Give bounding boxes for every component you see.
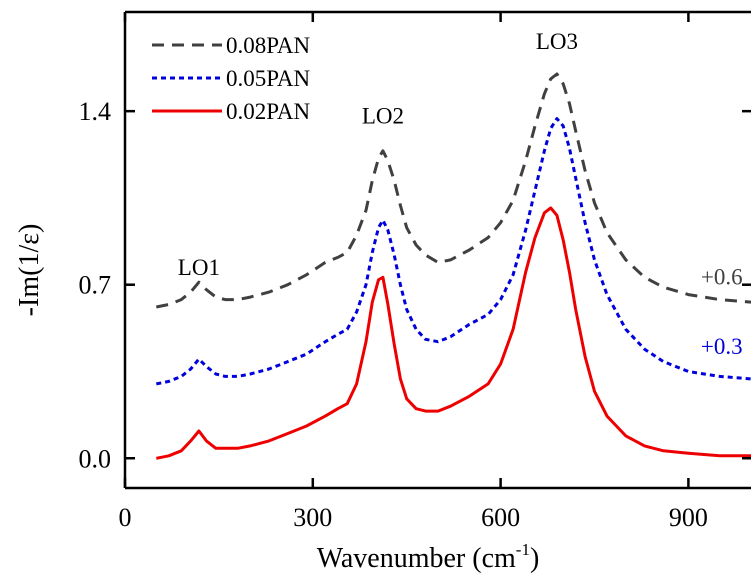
peak-label-lo3: LO3 — [536, 29, 578, 54]
legend-label-0: 0.08PAN — [226, 33, 311, 58]
x-axis-title-sup: -1 — [516, 540, 530, 559]
axes-frame — [123, 10, 751, 490]
axis-ticks: 0 300 600 900 0.0 0.7 1.4 — [79, 12, 751, 532]
peak-label-lo1: LO1 — [178, 255, 220, 280]
x-axis-title-main: Wavenumber (cm — [317, 543, 516, 574]
peak-label-lo2: LO2 — [362, 104, 404, 129]
x-axis-title-close: ) — [530, 543, 539, 574]
x-tick-label-0: 0 — [119, 503, 132, 532]
x-tick-label-300: 300 — [293, 503, 332, 532]
legend-label-1: 0.05PAN — [226, 66, 311, 91]
y-tick-label-0: 0.0 — [79, 444, 112, 473]
y-tick-label-2: 1.4 — [79, 97, 112, 126]
series-line-002pan — [156, 206, 751, 460]
annotation-layer: LO1 LO2 LO3 +0.6 +0.3 — [178, 29, 743, 359]
y-axis-title: -Im(1/ε) — [14, 224, 45, 317]
legend: 0.08PAN 0.05PAN 0.02PAN — [152, 33, 311, 124]
offset-label-06: +0.6 — [701, 265, 743, 290]
legend-label-2: 0.02PAN — [226, 99, 311, 124]
offset-label-03: +0.3 — [701, 334, 743, 359]
x-axis-title: Wavenumber (cm-1) — [317, 540, 540, 574]
y-tick-label-1: 0.7 — [79, 271, 112, 300]
series-layer — [156, 72, 751, 460]
series-line-005pan — [156, 117, 751, 386]
x-tick-label-600: 600 — [481, 503, 520, 532]
series-line-008pan — [156, 72, 751, 309]
x-tick-label-900: 900 — [669, 503, 708, 532]
